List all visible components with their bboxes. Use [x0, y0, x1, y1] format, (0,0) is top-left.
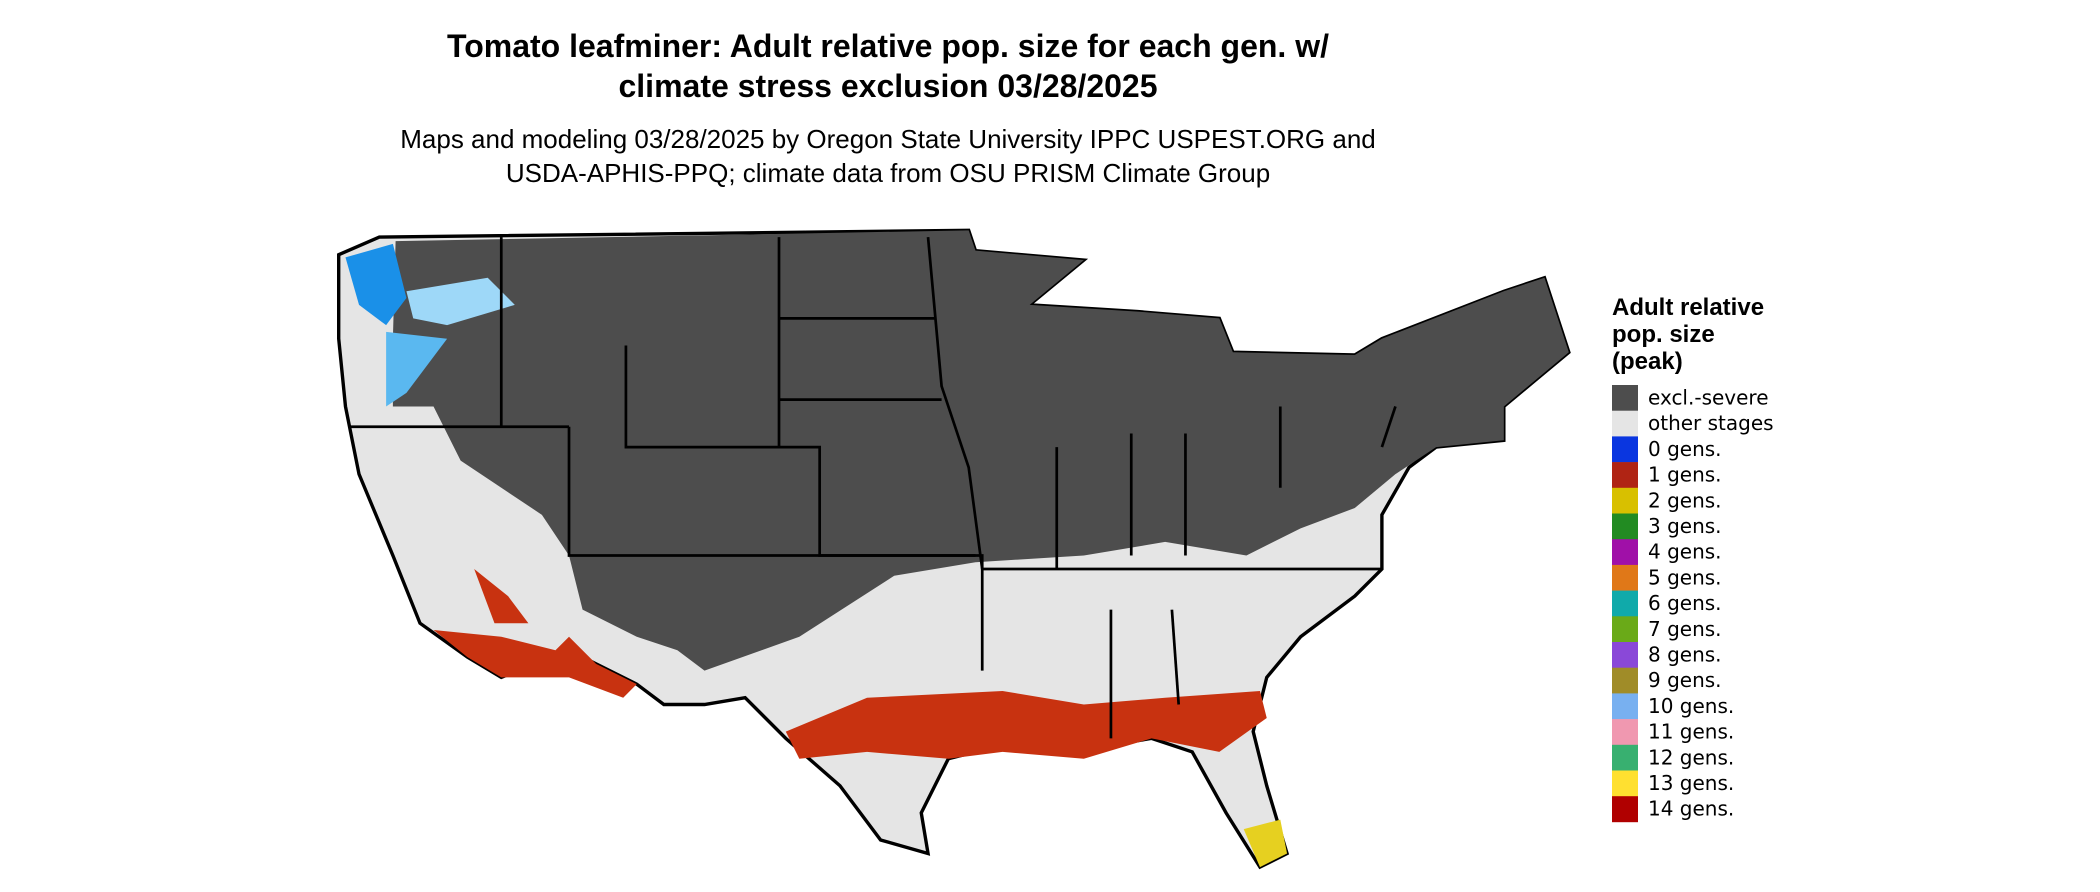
legend-label: 6 gens.: [1648, 591, 1722, 615]
red-zone: [474, 569, 529, 624]
legend-swatch: [1612, 410, 1638, 437]
legend-swatch: [1612, 616, 1638, 643]
blue-zone: [406, 277, 515, 326]
legend-label: 12 gens.: [1648, 745, 1734, 769]
blue-zone: [345, 243, 407, 326]
legend-swatch: [1612, 513, 1638, 540]
red-zone: [785, 690, 1267, 759]
legend-swatch: [1612, 590, 1638, 617]
red-zone: [433, 629, 637, 698]
legend-swatch: [1612, 385, 1638, 411]
legend-swatch: [1612, 642, 1638, 668]
legend-label: 5 gens.: [1648, 565, 1722, 589]
legend-swatch: [1612, 487, 1638, 514]
legend-label: 11 gens.: [1648, 720, 1734, 744]
legend-swatch: [1612, 539, 1638, 566]
legend-label: 2 gens.: [1648, 488, 1722, 512]
legend-label: other stages: [1648, 411, 1774, 435]
legend-label: 13 gens.: [1648, 771, 1734, 795]
subtitle: Maps and modeling 03/28/2025 by Oregon S…: [400, 124, 1376, 154]
state-borders: [349, 236, 1397, 739]
map: [337, 228, 1571, 870]
legend-swatch: [1612, 719, 1638, 746]
legend-label: excl.-severe: [1648, 386, 1769, 410]
legend-title: pop. size: [1612, 321, 1715, 348]
legend-label: 4 gens.: [1648, 540, 1722, 564]
blue-zone: [386, 331, 448, 407]
legend-swatch: [1612, 770, 1638, 797]
title: climate stress exclusion 03/28/2025: [618, 68, 1157, 104]
legend-swatch: [1612, 564, 1638, 591]
legend-label: 7 gens.: [1648, 617, 1722, 641]
legend-label: 0 gens.: [1648, 437, 1722, 461]
legend-swatch: [1612, 796, 1638, 823]
legend-swatch: [1612, 667, 1638, 694]
excluded-region: [392, 230, 1569, 671]
legend-swatch: [1612, 436, 1638, 463]
legend-label: 14 gens.: [1648, 797, 1734, 821]
yellow-zone: [1243, 819, 1288, 868]
legend-swatch: [1612, 462, 1638, 489]
subtitle: USDA-APHIS-PPQ; climate data from OSU PR…: [506, 158, 1270, 188]
legend-label: 10 gens.: [1648, 694, 1734, 718]
legend-swatch: [1612, 693, 1638, 720]
legend-label: 8 gens.: [1648, 643, 1722, 667]
legend-label: 9 gens.: [1648, 668, 1722, 692]
legend-swatch: [1612, 744, 1638, 771]
title: Tomato leafminer: Adult relative pop. si…: [447, 28, 1329, 64]
legend-title: (peak): [1612, 348, 1683, 375]
legend-label: 3 gens.: [1648, 514, 1722, 538]
legend-title: Adult relative: [1612, 294, 1764, 321]
legend-label: 1 gens.: [1648, 463, 1722, 487]
